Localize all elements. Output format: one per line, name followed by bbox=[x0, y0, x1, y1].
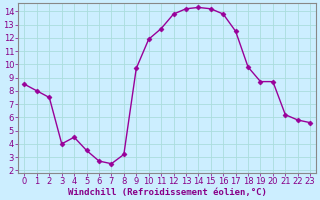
X-axis label: Windchill (Refroidissement éolien,°C): Windchill (Refroidissement éolien,°C) bbox=[68, 188, 267, 197]
